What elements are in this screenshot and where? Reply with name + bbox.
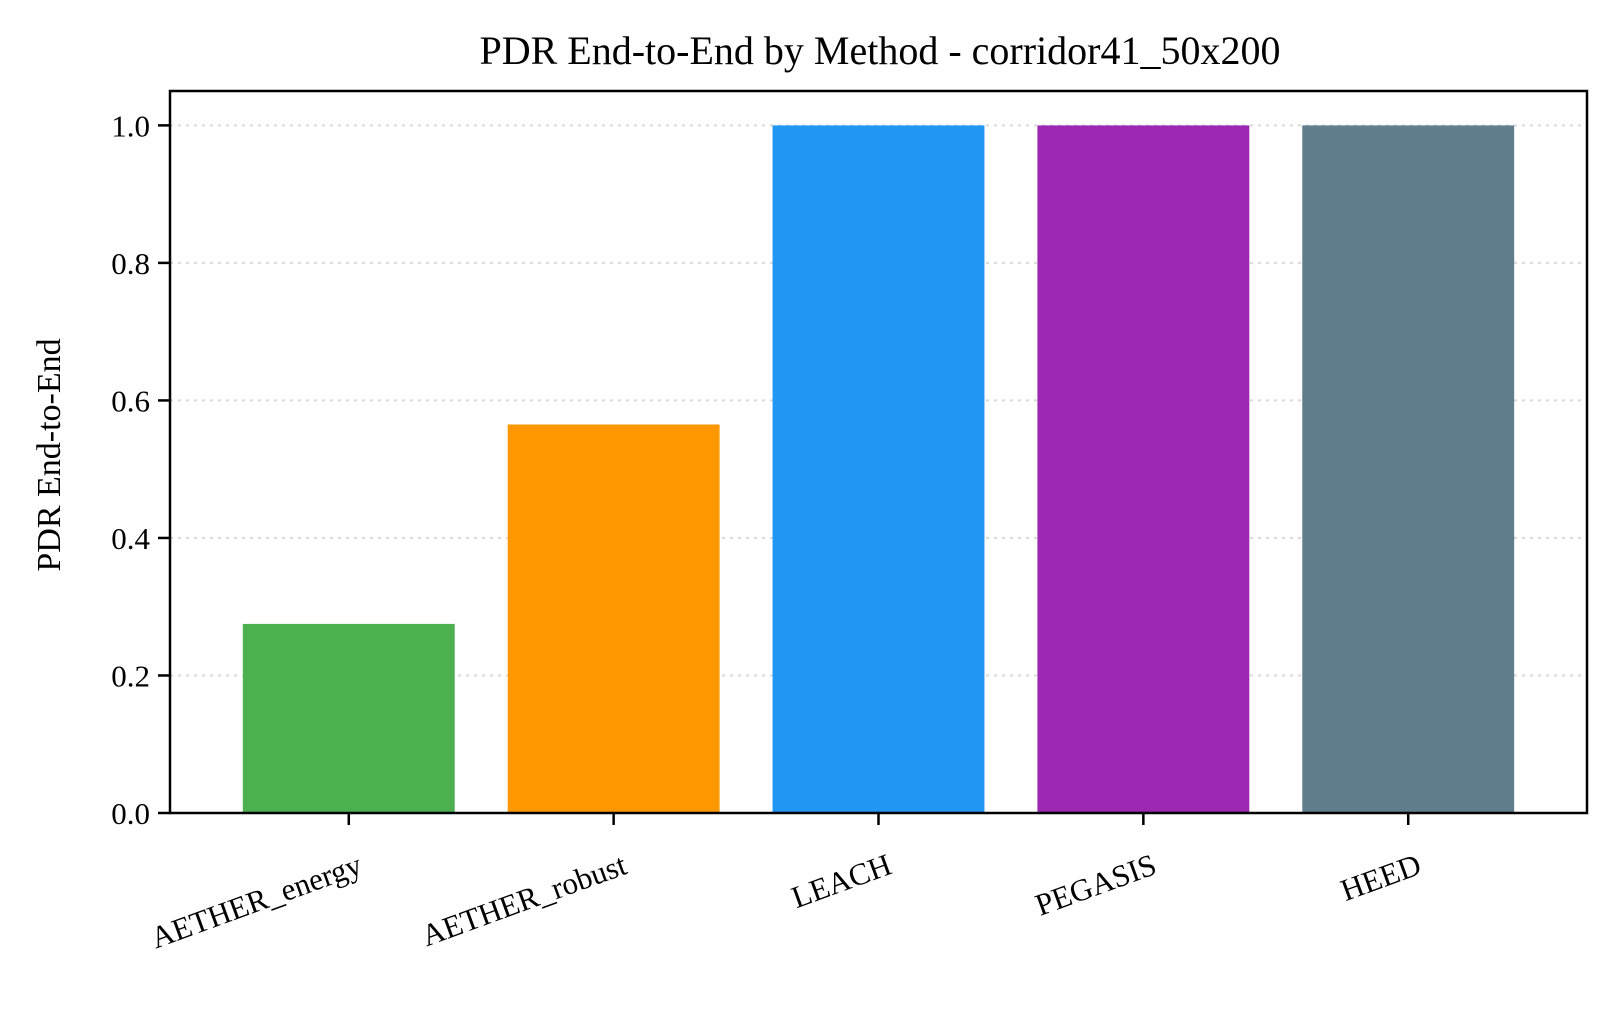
bar-leach [772,125,985,813]
y-tick-label: 0.8 [111,246,150,281]
bar-heed [1302,125,1515,813]
x-tick-label: LEACH [787,847,896,915]
x-tick-label: HEED [1336,847,1426,908]
bar-aether-robust [507,424,720,813]
chart-title: PDR End-to-End by Method - corridor41_50… [479,28,1280,73]
x-tick-label: AETHER_robust [417,847,632,954]
y-tick-label: 0.4 [111,521,150,556]
bar-pegasis [1037,125,1250,813]
x-tick-label: PEGASIS [1031,847,1161,923]
y-tick-label: 1.0 [111,108,150,143]
bars [242,125,1515,813]
y-tick-label: 0.2 [111,658,150,693]
y-tick-label: 0.0 [111,796,150,831]
y-axis-label: PDR End-to-End [31,338,68,571]
plot-frame [168,89,1589,815]
bar-aether-energy [242,623,455,813]
y-tick-label: 0.6 [111,383,150,418]
x-tick-label: AETHER_energy [146,847,367,956]
